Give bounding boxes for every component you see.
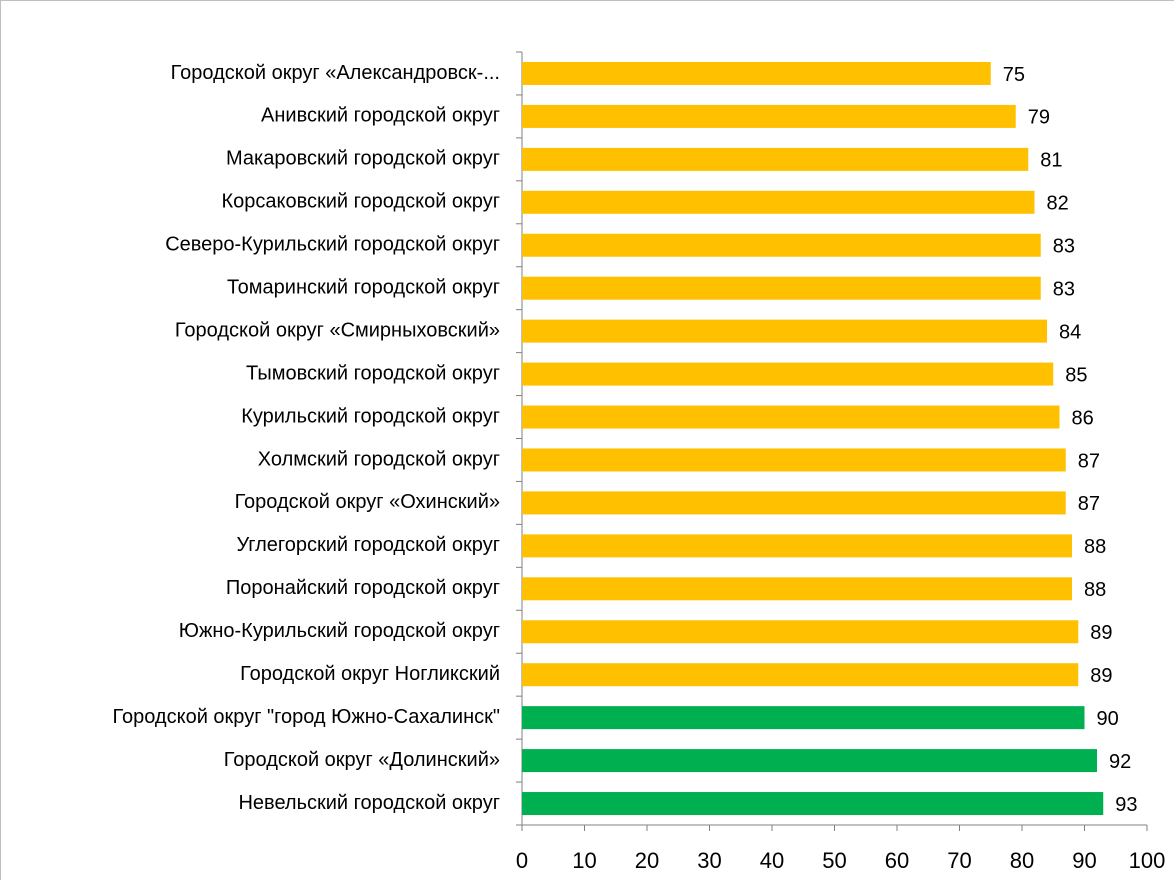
data-label: 83	[1053, 236, 1075, 258]
data-label: 92	[1109, 751, 1131, 773]
data-label: 79	[1028, 107, 1050, 129]
y-tick-label: Углегорский городской округ	[236, 534, 500, 556]
x-tick-label: 100	[1129, 848, 1166, 873]
bar	[522, 706, 1085, 730]
bar	[522, 405, 1060, 429]
y-tick-label: Городской округ "город Южно-Сахалинск"	[113, 706, 501, 728]
data-label: 75	[1003, 64, 1025, 86]
data-label: 88	[1084, 579, 1106, 601]
bar	[522, 233, 1041, 257]
y-tick-label: Анивский городской округ	[261, 105, 500, 127]
bar	[522, 491, 1066, 515]
data-label: 87	[1078, 493, 1100, 515]
bar	[522, 362, 1054, 386]
x-tick-label: 10	[572, 848, 596, 873]
x-tick-label: 90	[1072, 848, 1096, 873]
y-tick-label: Тымовский городской округ	[246, 362, 500, 384]
bar	[522, 534, 1072, 558]
bar	[522, 620, 1079, 644]
bar	[522, 61, 991, 85]
x-tick-label: 0	[516, 848, 528, 873]
bar	[522, 190, 1035, 214]
bar	[522, 147, 1029, 171]
x-tick-label: 30	[697, 848, 721, 873]
data-label: 83	[1053, 278, 1075, 300]
x-tick-label: 20	[635, 848, 659, 873]
x-tick-label: 80	[1010, 848, 1034, 873]
bar	[522, 319, 1047, 343]
y-tick-label: Холмский городской округ	[258, 448, 500, 470]
y-tick-label: Корсаковский городской округ	[221, 191, 500, 213]
y-tick-label: Городской округ «Александровск-...	[171, 62, 500, 84]
y-tick-label: Южно-Курильский городской округ	[179, 620, 500, 642]
y-tick-label: Городской округ Ногликский	[240, 663, 500, 685]
y-tick-label: Городской округ «Долинский»	[224, 749, 500, 771]
y-tick-label: Томаринский городской округ	[227, 276, 500, 298]
y-tick-label: Макаровский городской округ	[226, 148, 500, 170]
y-tick-label: Поронайский городской округ	[226, 577, 500, 599]
y-tick-label: Невельский городской округ	[238, 792, 500, 814]
data-label: 82	[1047, 193, 1069, 215]
y-tick-label: Северо-Курильский городской округ	[165, 234, 500, 256]
data-label: 89	[1090, 665, 1112, 687]
bar	[522, 749, 1097, 773]
data-label: 88	[1084, 536, 1106, 558]
x-tick-label: 50	[822, 848, 846, 873]
bar	[522, 276, 1041, 300]
x-tick-label: 60	[885, 848, 909, 873]
data-label: 93	[1115, 794, 1137, 816]
bar	[522, 792, 1104, 816]
data-label: 89	[1090, 622, 1112, 644]
y-tick-label: Курильский городской округ	[241, 405, 500, 427]
x-tick-label: 40	[760, 848, 784, 873]
data-label: 84	[1059, 321, 1081, 343]
data-label: 86	[1072, 407, 1094, 429]
x-tick-label: 70	[947, 848, 971, 873]
bar	[522, 448, 1066, 472]
bar	[522, 577, 1072, 601]
data-label: 81	[1040, 150, 1062, 172]
bar	[522, 104, 1016, 128]
y-tick-label: Городской округ «Охинский»	[235, 491, 500, 513]
data-label: 87	[1078, 450, 1100, 472]
bar	[522, 663, 1079, 687]
data-label: 85	[1065, 364, 1087, 386]
y-tick-label: Городской округ «Смирныховский»	[175, 319, 500, 341]
data-label: 90	[1097, 708, 1119, 730]
